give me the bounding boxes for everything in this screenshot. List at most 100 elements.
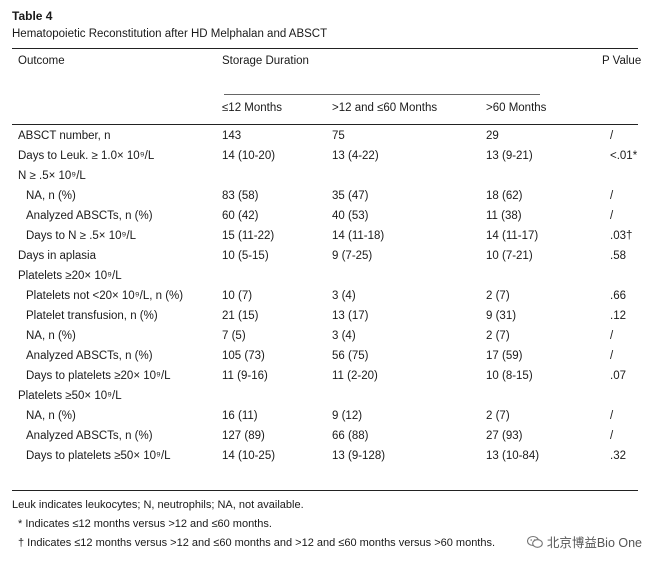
cell-p-value: / [610, 410, 614, 422]
cell-le12: 83 (58) [222, 190, 259, 202]
cell-gt60: 17 (59) [486, 350, 523, 362]
cell-gt60: 18 (62) [486, 190, 523, 202]
cell-gt60: 14 (11-17) [486, 230, 539, 242]
cell-le12: 15 (11-22) [222, 230, 275, 242]
footnote-dagger: † Indicates ≤12 months versus >12 and ≤6… [18, 537, 496, 549]
row-label: Platelets ≥50× 10⁹/L [18, 390, 122, 402]
table-row: Platelets ≥50× 10⁹/L [12, 386, 638, 406]
cell-12-60: 35 (47) [332, 190, 369, 202]
cell-p-value: .66 [610, 290, 626, 302]
cell-le12: 127 (89) [222, 430, 265, 442]
cell-gt60: 9 (31) [486, 310, 517, 322]
cell-p-value: / [610, 330, 614, 342]
cell-gt60: 10 (8-15) [486, 370, 533, 382]
table-body: ABSCT number, n 143 75 29 / Days to Leuk. ≥ 1… [12, 126, 638, 466]
row-label: NA, n (%) [26, 190, 76, 202]
cell-12-60: 9 (7-25) [332, 250, 373, 262]
header-row-2: ≤12 Months >12 and ≤60 Months >60 Months [12, 102, 638, 120]
table-row: NA, n (%) 16 (11) 9 (12) 2 (7) / [12, 406, 638, 426]
cell-12-60: 66 (88) [332, 430, 369, 442]
header-col-gt60: >60 Months [486, 102, 547, 114]
cell-p-value: .32 [610, 450, 626, 462]
table-row: Days in aplasia 10 (5-15) 9 (7-25) 10 (7-21… [12, 246, 638, 266]
cell-12-60: 3 (4) [332, 330, 356, 342]
row-label: Analyzed ABSCTs, n (%) [26, 210, 153, 222]
cell-gt60: 10 (7-21) [486, 250, 533, 262]
row-label: ABSCT number, n [18, 130, 111, 142]
cell-12-60: 13 (17) [332, 310, 369, 322]
footnote-abbreviations: Leuk indicates leukocytes; N, neutrophil… [12, 499, 304, 511]
row-label: Days to platelets ≥20× 10⁹/L [26, 370, 171, 382]
cell-p-value: / [610, 430, 614, 442]
cell-p-value: .03† [610, 230, 633, 242]
table-document: Table 4 Hematopoietic Reconstitution aft… [12, 8, 641, 549]
cell-le12: 21 (15) [222, 310, 259, 322]
cell-gt60: 2 (7) [486, 330, 510, 342]
header-col-le12: ≤12 Months [222, 102, 283, 114]
table-row: Days to N ≥ .5× 10⁹/L 15 (11-22) 14 (11-18… [12, 226, 638, 246]
table-row: Platelets ≥20× 10⁹/L [12, 266, 638, 286]
footnote-asterisk: * Indicates ≤12 months versus >12 and ≤6… [18, 518, 272, 530]
cell-gt60: 13 (9-21) [486, 150, 533, 162]
row-label: NA, n (%) [26, 330, 76, 342]
row-label: Platelet transfusion, n (%) [26, 310, 158, 322]
cell-le12: 14 (10-25) [222, 450, 276, 462]
header-outcome: Outcome [18, 55, 65, 67]
cell-gt60: 11 (38) [486, 210, 522, 222]
cell-le12: 10 (7) [222, 290, 253, 302]
table-row: N ≥ .5× 10⁹/L [12, 166, 638, 186]
table-row: Platelets not <20× 10⁹/L, n (%) 10 (7) 3 (… [12, 286, 638, 306]
cell-12-60: 13 (9-128) [332, 450, 386, 462]
table-row: Analyzed ABSCTs, n (%) 60 (42) 40 (53) 11 (… [12, 206, 638, 226]
storage-duration-rule [224, 94, 540, 95]
cell-p-value: / [610, 210, 614, 222]
row-label: N ≥ .5× 10⁹/L [18, 170, 86, 182]
cell-12-60: 56 (75) [332, 350, 369, 362]
cell-p-value: .12 [610, 310, 626, 322]
cell-gt60: 2 (7) [486, 410, 510, 422]
cell-12-60: 75 [332, 130, 345, 142]
row-label: Platelets not <20× 10⁹/L, n (%) [26, 290, 184, 302]
wechat-icon [526, 535, 543, 548]
table-row: Analyzed ABSCTs, n (%) 127 (89) 66 (88) 27 … [12, 426, 638, 446]
row-label: Days to Leuk. ≥ 1.0× 10⁹/L [18, 150, 155, 162]
cell-le12: 143 [222, 130, 242, 142]
cell-12-60: 11 (2-20) [332, 370, 378, 382]
row-label: Days to N ≥ .5× 10⁹/L [26, 230, 136, 242]
cell-le12: 60 (42) [222, 210, 259, 222]
cell-p-value: .07 [610, 370, 626, 382]
bottom-rule [12, 490, 638, 491]
top-rule [12, 48, 638, 49]
cell-p-value: / [610, 130, 614, 142]
cell-le12: 10 (5-15) [222, 250, 269, 262]
watermark-text: 北京博益Bio One [546, 536, 642, 550]
table-row: Days to platelets ≥50× 10⁹/L 14 (10-25) 13… [12, 446, 638, 466]
header-rule [12, 124, 638, 125]
table-title: Hematopoietic Reconstitution after HD Me… [12, 28, 328, 40]
row-label: Days to platelets ≥50× 10⁹/L [26, 450, 171, 462]
cell-p-value: / [610, 350, 614, 362]
row-label: Analyzed ABSCTs, n (%) [26, 350, 153, 362]
table-row: NA, n (%) 83 (58) 35 (47) 18 (62) / [12, 186, 638, 206]
cell-12-60: 40 (53) [332, 210, 369, 222]
cell-le12: 105 (73) [222, 350, 265, 362]
cell-p-value: <.01* [610, 150, 638, 162]
cell-le12: 11 (9-16) [222, 370, 268, 382]
row-label: Platelets ≥20× 10⁹/L [18, 270, 122, 282]
cell-12-60: 9 (12) [332, 410, 363, 422]
cell-12-60: 14 (11-18) [332, 230, 385, 242]
footnotes: Leuk indicates leukocytes; N, neutrophil… [12, 496, 638, 553]
cell-12-60: 3 (4) [332, 290, 356, 302]
cell-le12: 16 (11) [222, 410, 258, 422]
table-row: Days to platelets ≥20× 10⁹/L 11 (9-16) 11 … [12, 366, 638, 386]
row-label: Analyzed ABSCTs, n (%) [26, 430, 153, 442]
cell-p-value: / [610, 190, 614, 202]
watermark: 北京博益Bio One [526, 532, 642, 551]
cell-le12: 7 (5) [222, 330, 246, 342]
table-row: Days to Leuk. ≥ 1.0× 10⁹/L 14 (10-20) 13 (… [12, 146, 638, 166]
cell-p-value: .58 [610, 250, 626, 262]
header-col-12-60: >12 and ≤60 Months [332, 102, 438, 114]
header-row-1: Outcome Storage Duration P Value [12, 55, 641, 73]
table-row: Analyzed ABSCTs, n (%) 105 (73) 56 (75) 17 … [12, 346, 638, 366]
row-label: Days in aplasia [18, 250, 96, 262]
